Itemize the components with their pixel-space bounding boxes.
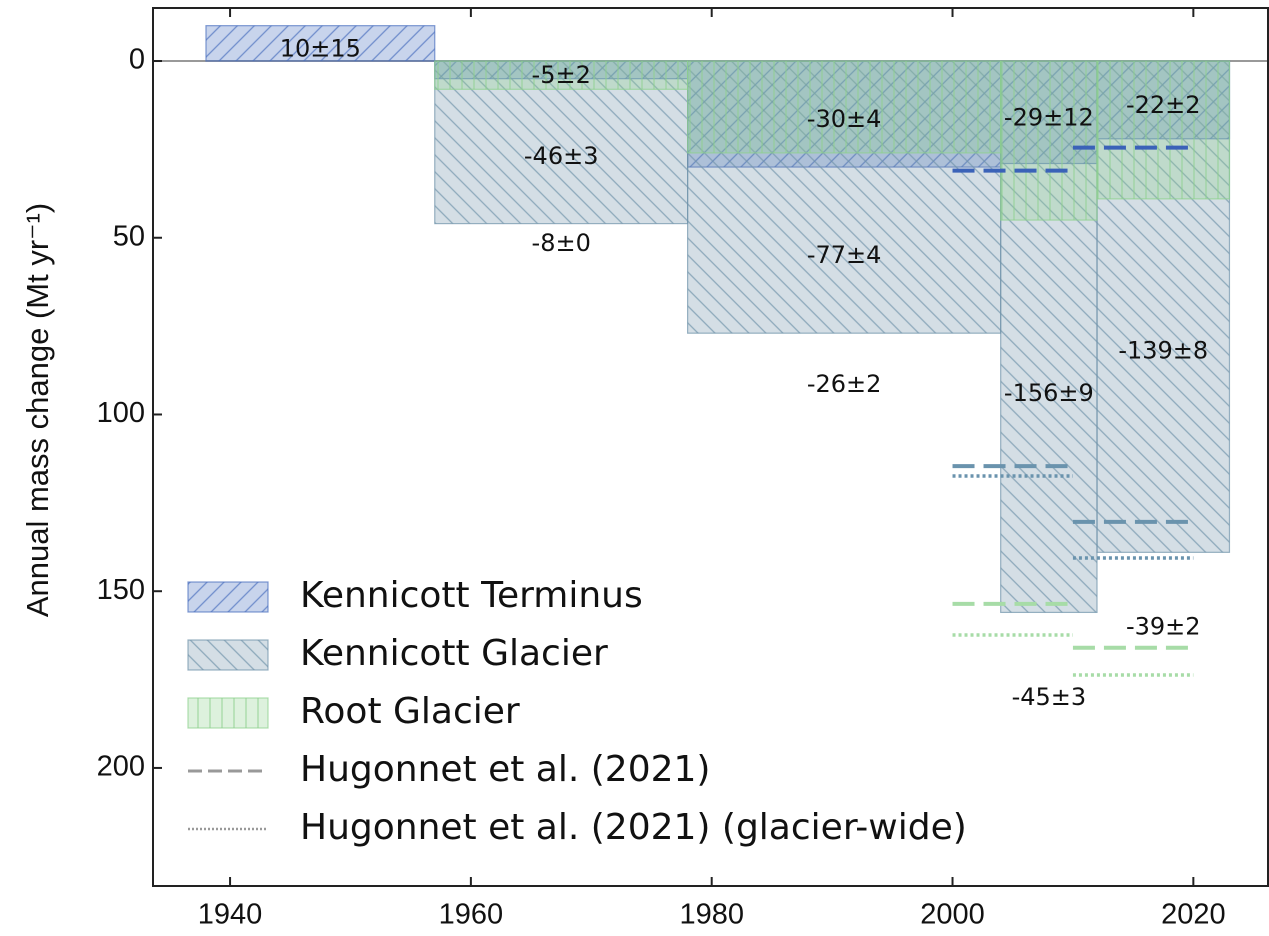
legend-label: Root Glacier <box>300 691 520 732</box>
bar-hatch <box>687 61 1001 153</box>
bar-hatch <box>205 25 435 62</box>
legend-swatch-hatch <box>188 698 268 728</box>
bar-label: -29±12 <box>1004 103 1094 131</box>
y-tick-label: 50 <box>113 220 145 252</box>
bar-label: -77±4 <box>807 241 882 269</box>
legend-label: Hugonnet et al. (2021) <box>300 749 710 790</box>
legend: Kennicott Terminus Kennicott Glacier Root … <box>187 575 967 848</box>
bar-label: -22±2 <box>1126 91 1201 119</box>
y-tick-label: 200 <box>97 751 145 783</box>
legend-swatch-hatch <box>188 640 268 670</box>
bar-label: -45±3 <box>1012 683 1087 711</box>
x-tick-label: 2000 <box>920 899 985 931</box>
x-tick-label: 2020 <box>1161 899 1226 931</box>
bar-label: -30±4 <box>807 105 882 133</box>
y-axis-label: Annual mass change (Mt yr⁻¹) <box>20 203 55 617</box>
bar-hatch <box>1097 61 1230 199</box>
bar-label: -8±0 <box>532 229 591 257</box>
legend-label: Hugonnet et al. (2021) (glacier-wide) <box>300 807 967 848</box>
y-tick-label: 150 <box>97 574 145 606</box>
bar-hatch <box>1000 61 1098 221</box>
legend-swatch-hatch <box>188 582 268 612</box>
bar-label: -39±2 <box>1126 612 1201 640</box>
y-tick-label: 100 <box>97 397 145 429</box>
axis-frame <box>152 7 1269 887</box>
bar-label: -139±8 <box>1118 337 1208 365</box>
x-tick-label: 1980 <box>679 899 744 931</box>
x-tick-label: 1940 <box>198 899 263 931</box>
bar-label: -156±9 <box>1004 379 1094 407</box>
bar-label: -5±2 <box>532 61 591 89</box>
legend-label: Kennicott Glacier <box>300 633 608 674</box>
y-tick-label: 0 <box>129 44 145 76</box>
bar-label: -46±3 <box>524 142 599 170</box>
bar-label: -26±2 <box>807 370 882 398</box>
x-tick-label: 1960 <box>439 899 504 931</box>
legend-label: Kennicott Terminus <box>300 575 643 616</box>
bar-hatch <box>434 61 688 90</box>
bar-label: 10±15 <box>280 34 361 62</box>
